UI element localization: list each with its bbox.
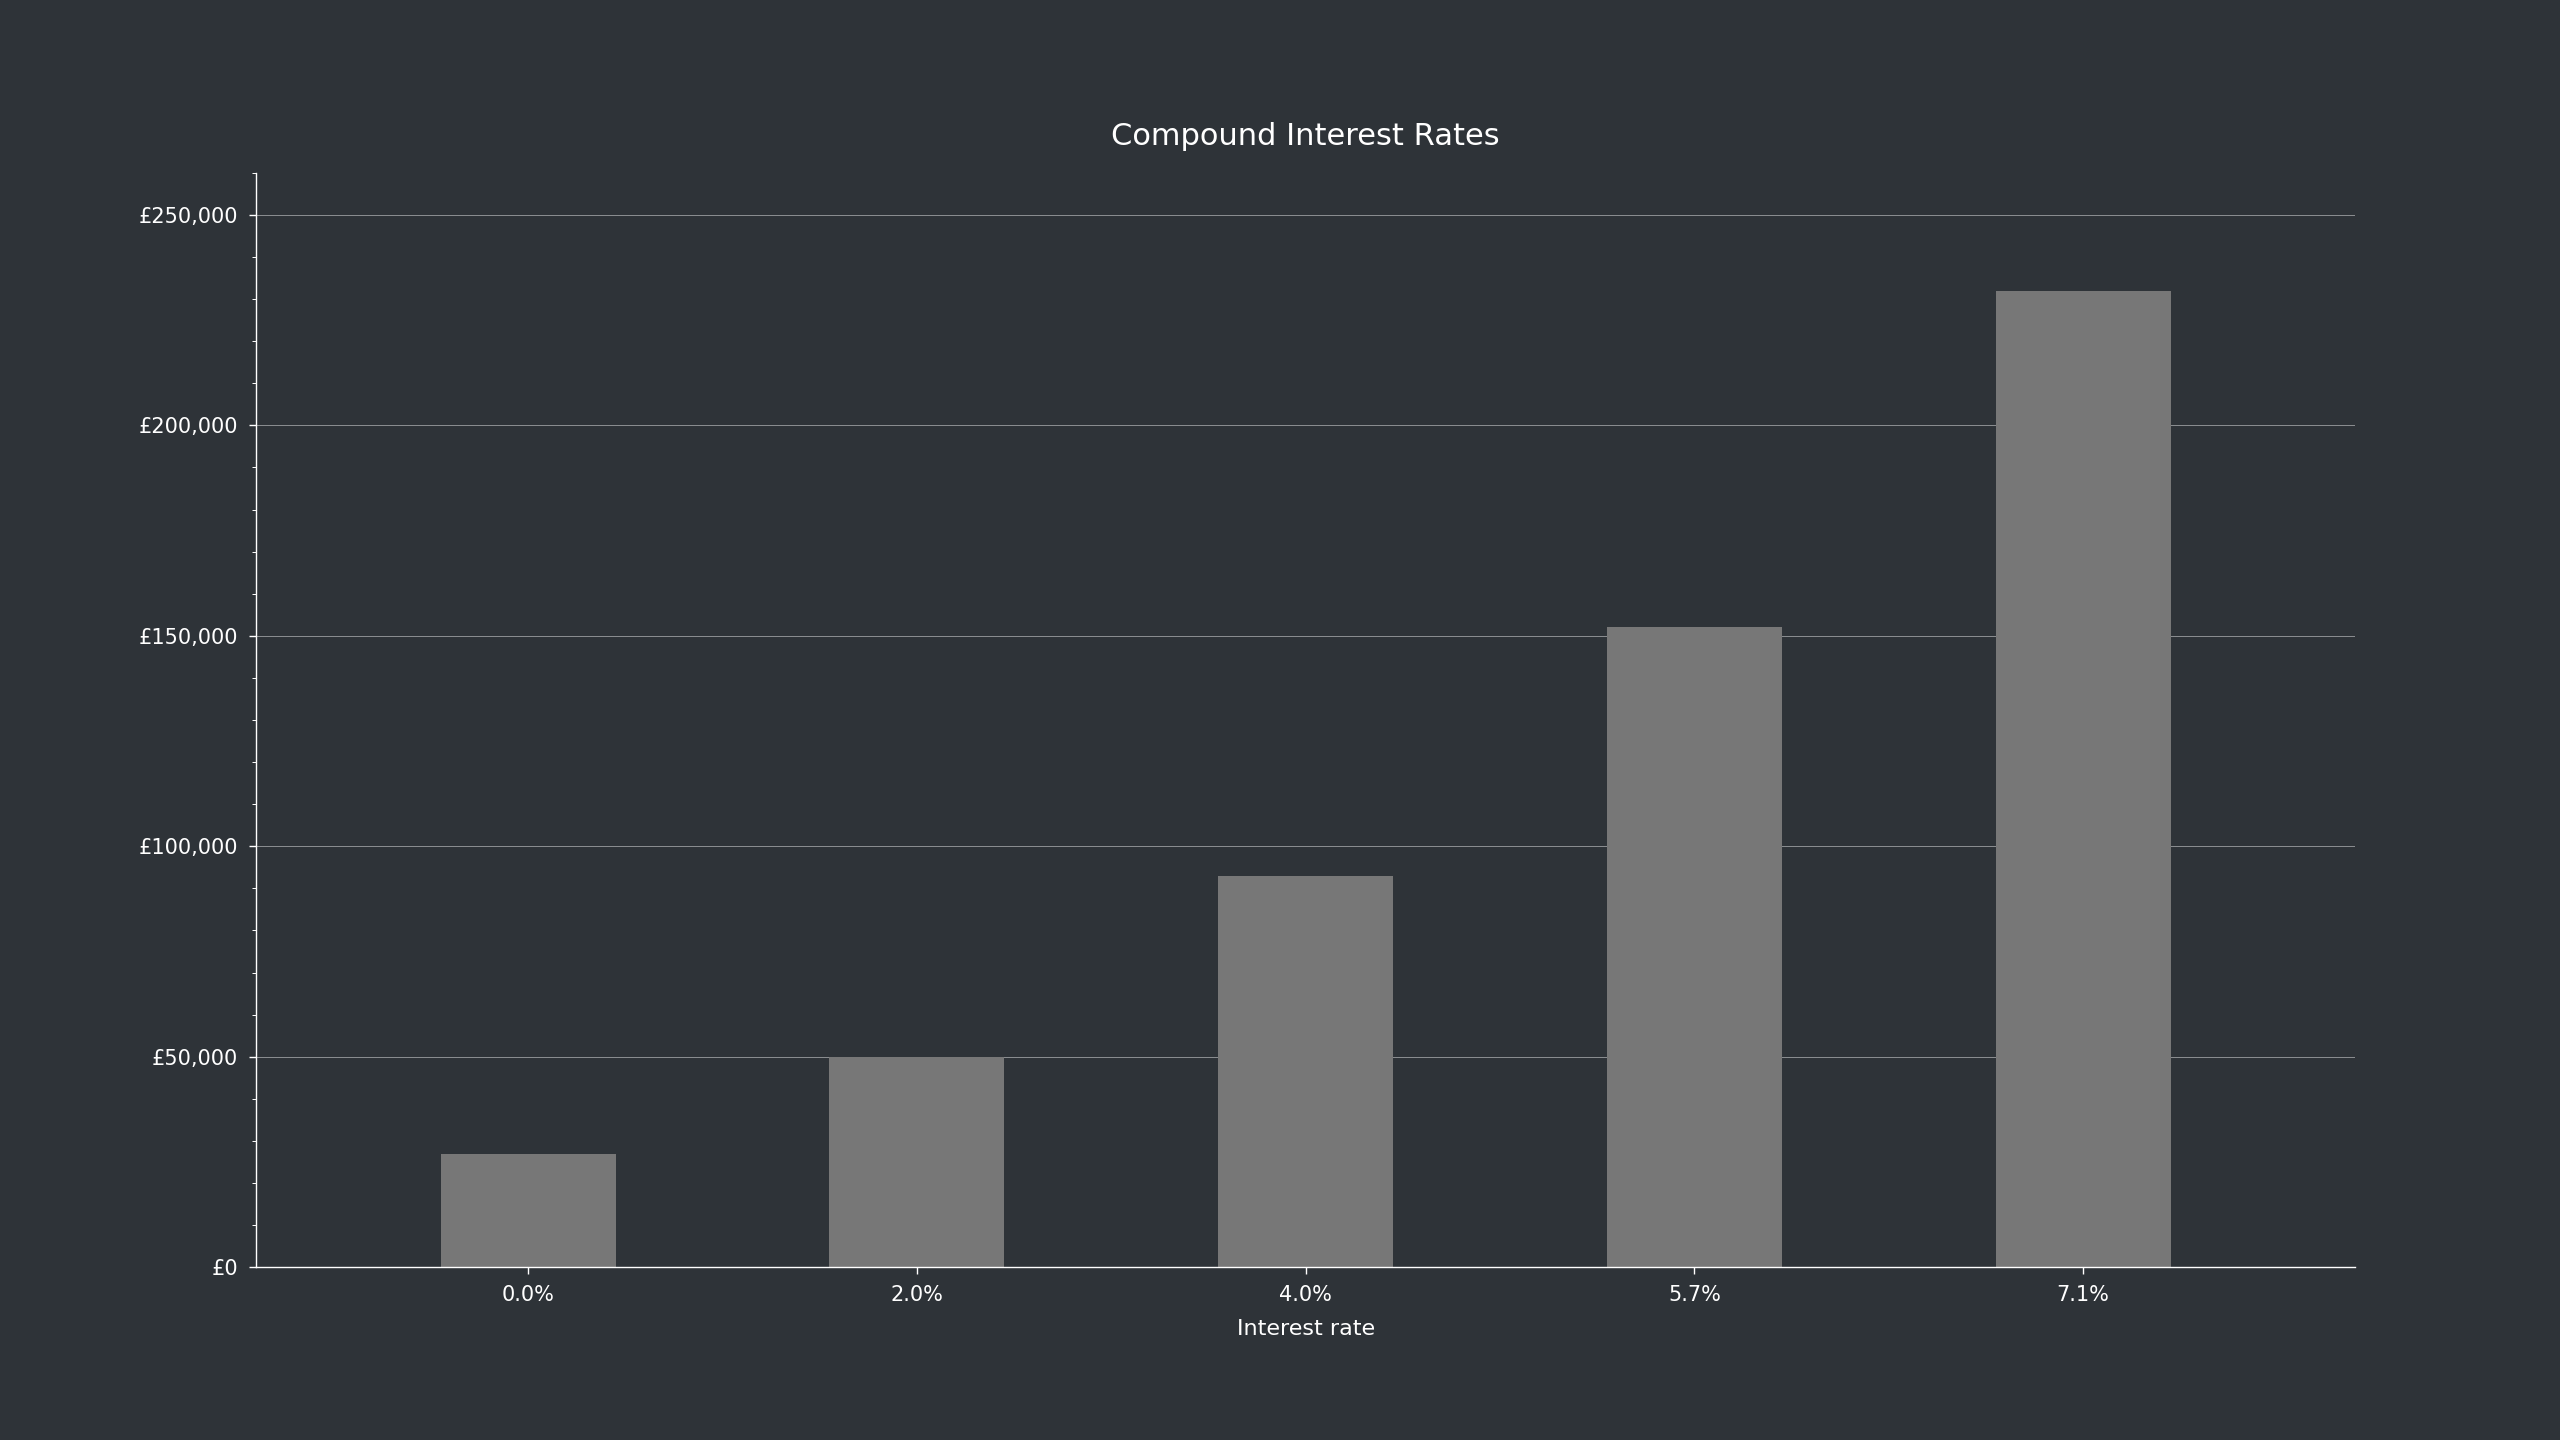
Bar: [1997, 291, 2171, 1267]
Title: Compound Interest Rates: Compound Interest Rates: [1111, 122, 1500, 151]
Bar: [1219, 876, 1393, 1267]
Bar: [1608, 628, 1782, 1267]
Bar: [829, 1057, 1004, 1267]
X-axis label: Interest rate: Interest rate: [1236, 1319, 1375, 1339]
Bar: [440, 1153, 614, 1267]
